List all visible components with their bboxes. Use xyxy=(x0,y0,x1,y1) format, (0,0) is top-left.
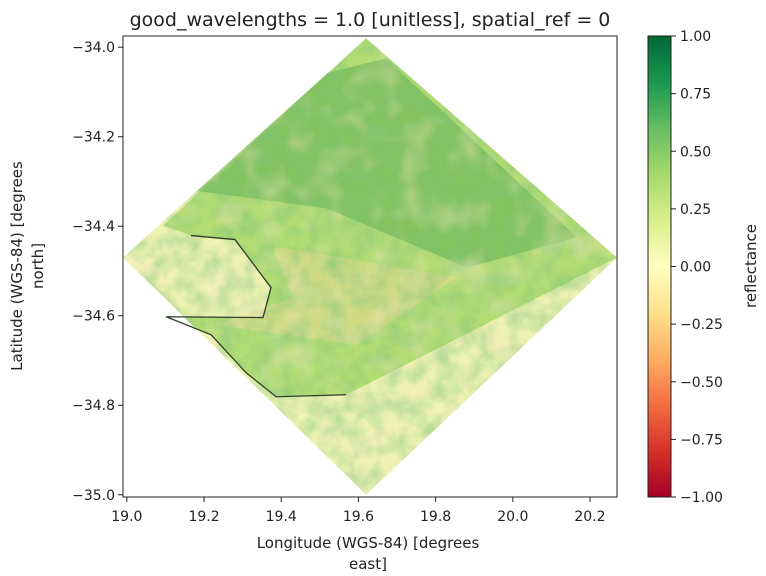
colorbar-tick-label: −0.50 xyxy=(680,375,723,391)
colorbar-gradient xyxy=(647,35,672,498)
y-tick-label: −34.8 xyxy=(72,398,115,414)
colorbar-tick-label: −0.75 xyxy=(680,432,723,448)
x-axis-label-line1: Longitude (WGS-84) [degrees xyxy=(257,534,480,552)
y-tick-label: −35.0 xyxy=(72,488,115,504)
x-tick-label: 19.6 xyxy=(343,509,374,525)
plot-area: 19.0 19.2 19.4 19.6 19.8 20.0 20.2 −34.0−34.2−… xyxy=(72,35,618,525)
colorbar-tick-label: 0.25 xyxy=(680,202,711,218)
colorbar-tick-label: −1.00 xyxy=(680,490,723,506)
colorbar-tick-label: 0.75 xyxy=(680,87,711,103)
y-tick-label: −34.2 xyxy=(72,130,115,146)
colorbar-tick-label: −0.25 xyxy=(680,317,723,333)
chart-title: good_wavelengths = 1.0 [unitless], spati… xyxy=(130,9,611,31)
y-axis-ticks: −34.0 −34.2 −34.4 −34.6 −34.8 −35.0 xyxy=(72,40,123,504)
y-tick-label: −34.0 xyxy=(72,40,115,56)
x-tick-label: 19.2 xyxy=(188,509,219,525)
colorbar-label: reflectance xyxy=(742,224,760,308)
x-axis-label-line2: east] xyxy=(349,555,387,573)
y-axis-label-line2: north] xyxy=(29,243,47,289)
y-axis-label-line1: Latitude (WGS-84) [degrees xyxy=(8,161,26,371)
y-tick-label: −34.4 xyxy=(72,219,115,235)
x-tick-label: 19.8 xyxy=(420,509,451,525)
x-tick-label: 19.4 xyxy=(266,509,297,525)
colorbar-tick-label: 1.00 xyxy=(680,29,711,45)
x-tick-label: 20.0 xyxy=(497,509,528,525)
colorbar: 1.00 0.75 0.50 0.25 0.00 −0.25 −0.50 −0.75 −1.00… xyxy=(647,29,760,506)
x-axis-ticks: 19.0 19.2 19.4 19.6 19.8 20.0 20.2 xyxy=(111,497,606,525)
colorbar-tick-label: 0.00 xyxy=(680,260,711,276)
coastline xyxy=(165,234,347,398)
y-tick-label: −34.6 xyxy=(72,309,115,325)
colorbar-tick-label: 0.50 xyxy=(680,144,711,160)
x-tick-label: 20.2 xyxy=(574,509,605,525)
x-tick-label: 19.0 xyxy=(111,509,142,525)
axes-frame xyxy=(122,35,618,498)
colorbar-ticks: 1.00 0.75 0.50 0.25 0.00 −0.25 −0.50 −0.75 −1.00 xyxy=(671,29,723,506)
